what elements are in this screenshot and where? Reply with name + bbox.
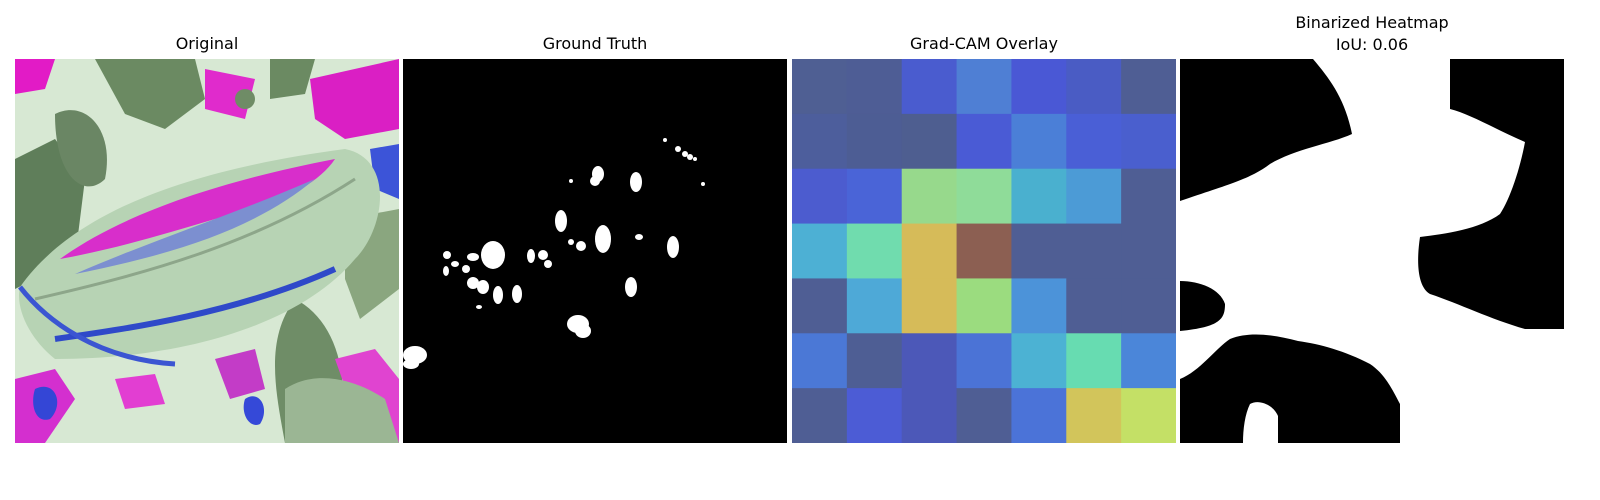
gradcam-cell bbox=[1011, 168, 1067, 225]
gradcam-cell bbox=[956, 223, 1012, 279]
panel-title-ground-truth: Ground Truth bbox=[542, 34, 648, 53]
gradcam-cell bbox=[792, 278, 848, 334]
panel-title-binarized: Binarized Heatmap bbox=[1295, 13, 1449, 32]
gradcam-cell bbox=[1066, 388, 1122, 443]
panel-title-gradcam: Grad-CAM Overlay bbox=[910, 34, 1058, 53]
gradcam-cell bbox=[792, 333, 848, 389]
gradcam-cell bbox=[1066, 278, 1122, 334]
gradcam-cell bbox=[1121, 333, 1176, 389]
ground-truth-mask bbox=[403, 59, 787, 443]
panel-title-original: Original bbox=[175, 34, 239, 53]
gradcam-cell bbox=[1011, 333, 1067, 389]
gradcam-cell bbox=[901, 278, 958, 334]
panel-ground-truth: Ground Truth bbox=[403, 0, 787, 445]
gradcam-cell bbox=[792, 113, 848, 170]
gradcam-cell bbox=[1011, 113, 1067, 170]
gradcam-cell bbox=[792, 168, 848, 225]
gradcam-cell bbox=[846, 113, 903, 170]
gradcam-cell bbox=[956, 59, 1012, 115]
gradcam-cell bbox=[846, 168, 903, 225]
gradcam-cell bbox=[1121, 278, 1176, 334]
gradcam-cell bbox=[1121, 388, 1176, 443]
binarized-heatmap bbox=[1180, 59, 1564, 443]
gradcam-cell bbox=[1121, 168, 1176, 225]
panel-gradcam: Grad-CAM Overlay bbox=[792, 0, 1176, 445]
gradcam-cell bbox=[846, 333, 903, 389]
gradcam-overlay bbox=[792, 59, 1176, 443]
gradcam-cell bbox=[956, 333, 1012, 389]
gradcam-cell bbox=[1011, 59, 1067, 115]
gradcam-cell bbox=[901, 223, 958, 279]
gradcam-cell bbox=[1121, 113, 1176, 170]
gradcam-cell bbox=[846, 388, 903, 443]
gradcam-cell bbox=[1011, 223, 1067, 279]
gradcam-cell bbox=[901, 113, 958, 170]
gradcam-cell bbox=[901, 388, 958, 443]
gradcam-cell bbox=[792, 59, 848, 115]
panel-subtitle-iou: IoU: 0.06 bbox=[1335, 35, 1409, 54]
gradcam-cell bbox=[1066, 333, 1122, 389]
gradcam-cell bbox=[846, 59, 903, 115]
gradcam-cell bbox=[1066, 113, 1122, 170]
gradcam-cell bbox=[1121, 223, 1176, 279]
gradcam-cell bbox=[901, 168, 958, 225]
gradcam-cell bbox=[956, 278, 1012, 334]
gradcam-cell bbox=[1066, 59, 1122, 115]
gradcam-cell bbox=[792, 223, 848, 279]
gradcam-cell bbox=[1011, 388, 1067, 443]
panel-original: Original bbox=[15, 0, 399, 445]
gradcam-cell bbox=[846, 278, 903, 334]
gradcam-cell bbox=[792, 388, 848, 443]
gradcam-cell bbox=[956, 113, 1012, 170]
gradcam-cell bbox=[846, 223, 903, 279]
gradcam-cell bbox=[901, 59, 958, 115]
panel-binarized-heatmap: Binarized Heatmap IoU: 0.06 bbox=[1180, 0, 1564, 445]
gradcam-cell bbox=[956, 168, 1012, 225]
gradcam-cell bbox=[901, 333, 958, 389]
gradcam-cell bbox=[1066, 223, 1122, 279]
gradcam-cell bbox=[1011, 278, 1067, 334]
gradcam-cell bbox=[1121, 59, 1176, 115]
gradcam-cell bbox=[956, 388, 1012, 443]
original-leaf-image bbox=[15, 59, 399, 443]
gradcam-cell bbox=[1066, 168, 1122, 225]
